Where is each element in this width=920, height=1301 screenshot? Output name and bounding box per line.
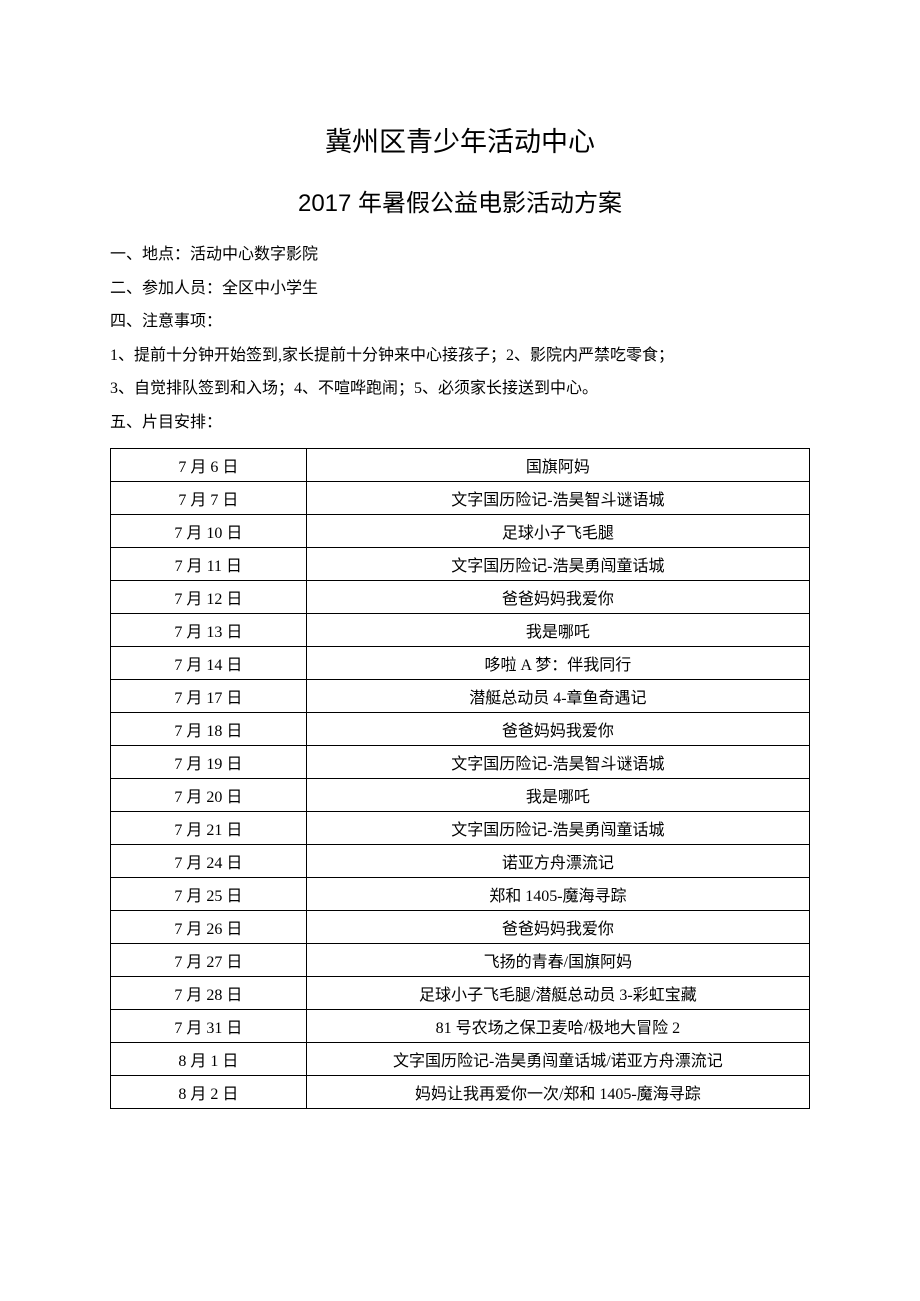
schedule-movie: 诺亚方舟漂流记	[306, 844, 809, 877]
schedule-movie: 国旗阿妈	[306, 448, 809, 481]
line-notes-2: 3、自觉排队签到和入场；4、不喧哗跑闹；5、必须家长接送到中心。	[110, 372, 810, 406]
schedule-date: 7 月 25 日	[111, 877, 307, 910]
schedule-movie: 文字国历险记-浩昊勇闯童话城	[306, 547, 809, 580]
table-row: 8 月 2 日妈妈让我再爱你一次/郑和 1405-魔海寻踪	[111, 1075, 810, 1108]
line-notes-header: 四、注意事项：	[110, 305, 810, 339]
schedule-date: 7 月 24 日	[111, 844, 307, 877]
schedule-date: 7 月 21 日	[111, 811, 307, 844]
schedule-date: 7 月 6 日	[111, 448, 307, 481]
schedule-date: 7 月 18 日	[111, 712, 307, 745]
schedule-date: 7 月 26 日	[111, 910, 307, 943]
schedule-date: 8 月 1 日	[111, 1042, 307, 1075]
schedule-date: 7 月 11 日	[111, 547, 307, 580]
schedule-movie: 文字国历险记-浩昊智斗谜语城	[306, 481, 809, 514]
schedule-date: 7 月 12 日	[111, 580, 307, 613]
schedule-movie: 郑和 1405-魔海寻踪	[306, 877, 809, 910]
table-row: 7 月 7 日文字国历险记-浩昊智斗谜语城	[111, 481, 810, 514]
schedule-movie: 足球小子飞毛腿	[306, 514, 809, 547]
table-row: 7 月 27 日飞扬的青春/国旗阿妈	[111, 943, 810, 976]
schedule-movie: 足球小子飞毛腿/潜艇总动员 3-彩虹宝藏	[306, 976, 809, 1009]
schedule-date: 7 月 14 日	[111, 646, 307, 679]
table-row: 7 月 24 日诺亚方舟漂流记	[111, 844, 810, 877]
schedule-date: 7 月 17 日	[111, 679, 307, 712]
schedule-date: 7 月 10 日	[111, 514, 307, 547]
schedule-date: 8 月 2 日	[111, 1075, 307, 1108]
schedule-date: 7 月 28 日	[111, 976, 307, 1009]
table-row: 7 月 21 日文字国历险记-浩昊勇闯童话城	[111, 811, 810, 844]
document-title-sub: 2017 年暑假公益电影活动方案	[110, 183, 810, 218]
table-row: 7 月 11 日文字国历险记-浩昊勇闯童话城	[111, 547, 810, 580]
table-row: 7 月 18 日爸爸妈妈我爱你	[111, 712, 810, 745]
schedule-date: 7 月 27 日	[111, 943, 307, 976]
table-row: 7 月 19 日文字国历险记-浩昊智斗谜语城	[111, 745, 810, 778]
schedule-movie: 妈妈让我再爱你一次/郑和 1405-魔海寻踪	[306, 1075, 809, 1108]
schedule-movie: 哆啦 A 梦：伴我同行	[306, 646, 809, 679]
table-row: 7 月 20 日我是哪吒	[111, 778, 810, 811]
schedule-movie: 81 号农场之保卫麦哈/极地大冒险 2	[306, 1009, 809, 1042]
table-row: 7 月 6 日国旗阿妈	[111, 448, 810, 481]
schedule-movie: 文字国历险记-浩昊勇闯童话城/诺亚方舟漂流记	[306, 1042, 809, 1075]
schedule-date: 7 月 13 日	[111, 613, 307, 646]
schedule-table: 7 月 6 日国旗阿妈7 月 7 日文字国历险记-浩昊智斗谜语城7 月 10 日…	[110, 448, 810, 1109]
table-row: 7 月 31 日81 号农场之保卫麦哈/极地大冒险 2	[111, 1009, 810, 1042]
table-row: 8 月 1 日文字国历险记-浩昊勇闯童话城/诺亚方舟漂流记	[111, 1042, 810, 1075]
table-row: 7 月 12 日爸爸妈妈我爱你	[111, 580, 810, 613]
table-row: 7 月 14 日哆啦 A 梦：伴我同行	[111, 646, 810, 679]
schedule-movie: 爸爸妈妈我爱你	[306, 910, 809, 943]
schedule-movie: 潜艇总动员 4-章鱼奇遇记	[306, 679, 809, 712]
line-notes-1: 1、提前十分钟开始签到,家长提前十分钟来中心接孩子；2、影院内严禁吃零食；	[110, 339, 810, 373]
document-title-main: 冀州区青少年活动中心	[110, 120, 810, 159]
schedule-movie: 爸爸妈妈我爱你	[306, 712, 809, 745]
line-schedule-header: 五、片目安排：	[110, 406, 810, 440]
table-row: 7 月 26 日爸爸妈妈我爱你	[111, 910, 810, 943]
table-row: 7 月 13 日我是哪吒	[111, 613, 810, 646]
table-row: 7 月 17 日潜艇总动员 4-章鱼奇遇记	[111, 679, 810, 712]
schedule-movie: 爸爸妈妈我爱你	[306, 580, 809, 613]
schedule-movie: 我是哪吒	[306, 613, 809, 646]
line-location: 一、地点：活动中心数字影院	[110, 238, 810, 272]
table-row: 7 月 25 日郑和 1405-魔海寻踪	[111, 877, 810, 910]
schedule-date: 7 月 19 日	[111, 745, 307, 778]
schedule-movie: 文字国历险记-浩昊智斗谜语城	[306, 745, 809, 778]
table-row: 7 月 28 日足球小子飞毛腿/潜艇总动员 3-彩虹宝藏	[111, 976, 810, 1009]
schedule-movie: 文字国历险记-浩昊勇闯童话城	[306, 811, 809, 844]
schedule-date: 7 月 31 日	[111, 1009, 307, 1042]
table-row: 7 月 10 日足球小子飞毛腿	[111, 514, 810, 547]
schedule-movie: 飞扬的青春/国旗阿妈	[306, 943, 809, 976]
schedule-date: 7 月 20 日	[111, 778, 307, 811]
schedule-movie: 我是哪吒	[306, 778, 809, 811]
line-participants: 二、参加人员：全区中小学生	[110, 272, 810, 306]
schedule-date: 7 月 7 日	[111, 481, 307, 514]
